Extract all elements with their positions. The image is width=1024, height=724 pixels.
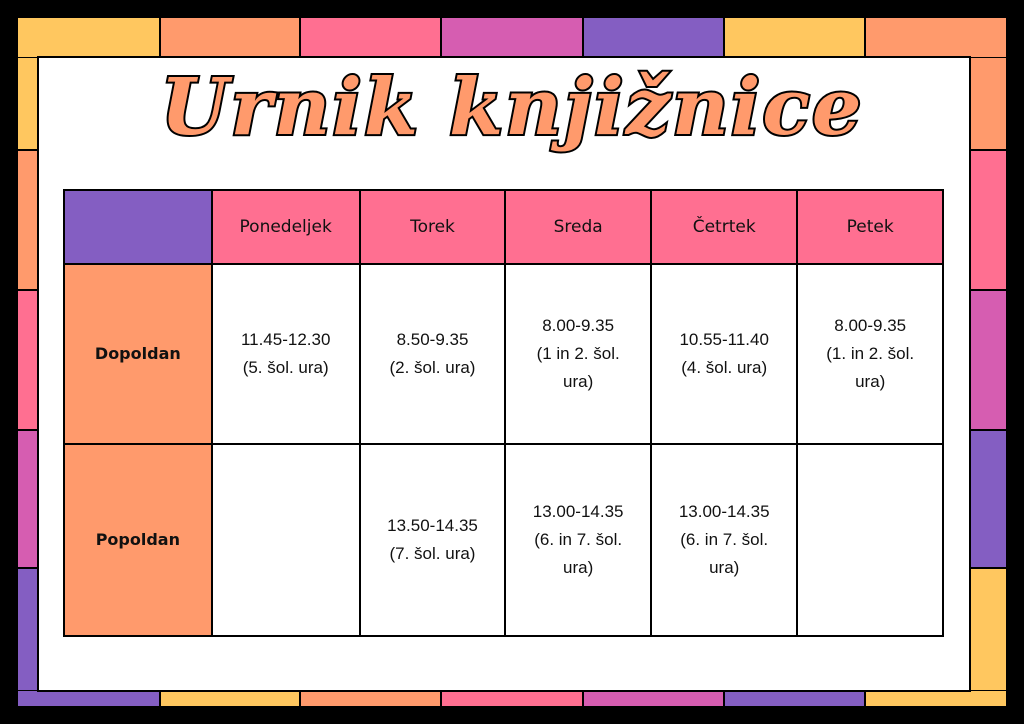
border-tile bbox=[17, 17, 160, 58]
cell-line: ura) bbox=[709, 558, 740, 577]
cell-line: (1. in 2. šol. bbox=[826, 344, 915, 363]
cell-line: (2. šol. ura) bbox=[389, 358, 476, 377]
cell-line: 8.00-9.35 bbox=[542, 316, 615, 335]
border-tile bbox=[17, 290, 39, 430]
cell-line: 10.55-11.40 bbox=[679, 330, 769, 349]
table-row: Popoldan 13.50-14.35 (7. šol. ura) 13.00-14… bbox=[63, 443, 944, 637]
border-tile bbox=[724, 690, 865, 707]
border-tile bbox=[969, 150, 1007, 290]
row-header: Dopoldan bbox=[63, 263, 213, 445]
border-tile bbox=[583, 17, 724, 58]
schedule-cell bbox=[210, 443, 361, 637]
border-tile bbox=[17, 150, 39, 290]
schedule-cell: 13.00-14.35 (6. in 7. šol. ura) bbox=[649, 443, 799, 637]
border-tile bbox=[17, 568, 39, 707]
schedule-cell: 10.55-11.40 (4. šol. ura) bbox=[649, 263, 799, 445]
cell-line: (5. šol. ura) bbox=[242, 358, 329, 377]
cell-line: (6. in 7. šol. bbox=[534, 530, 623, 549]
day-header: Četrtek bbox=[649, 189, 799, 265]
cell-line: 13.50-14.35 bbox=[387, 516, 478, 535]
border-tile bbox=[969, 568, 1007, 707]
schedule-cell: 13.50-14.35 (7. šol. ura) bbox=[358, 443, 507, 637]
schedule-cell: 8.00-9.35 (1 in 2. šol. ura) bbox=[504, 263, 652, 445]
border-tile bbox=[17, 690, 160, 707]
border-tile bbox=[300, 17, 441, 58]
cell-line: (4. šol. ura) bbox=[681, 358, 768, 377]
border-tile bbox=[160, 17, 300, 58]
table-row: Dopoldan 11.45-12.30 (5. šol. ura) 8.50-9.3… bbox=[63, 263, 944, 445]
cell-line: ura) bbox=[855, 372, 886, 391]
cell-line: (7. šol. ura) bbox=[389, 544, 476, 563]
cell-line: 8.50-9.35 bbox=[396, 330, 469, 349]
border-tile bbox=[583, 690, 724, 707]
cell-line: (6. in 7. šol. bbox=[680, 530, 769, 549]
schedule-cell: 8.50-9.35 (2. šol. ura) bbox=[358, 263, 507, 445]
border-tile bbox=[17, 430, 39, 568]
day-header: Torek bbox=[358, 189, 507, 265]
border-tile bbox=[160, 690, 300, 707]
schedule-cell: 11.45-12.30 (5. šol. ura) bbox=[210, 263, 361, 445]
border-tile bbox=[724, 17, 865, 58]
cell-line: 13.00-14.35 bbox=[678, 502, 770, 521]
border-tile bbox=[865, 17, 1007, 58]
schedule-cell bbox=[796, 443, 944, 637]
cell-line: 11.45-12.30 bbox=[240, 330, 331, 349]
schedule-table: Ponedeljek Torek Sreda Četrtek Petek Dop… bbox=[63, 189, 944, 637]
corner-cell bbox=[63, 189, 213, 265]
schedule-cell: 8.00-9.35 (1. in 2. šol. ura) bbox=[796, 263, 944, 445]
day-header: Ponedeljek bbox=[210, 189, 361, 265]
cell-line: ura) bbox=[563, 372, 594, 391]
row-header: Popoldan bbox=[63, 443, 213, 637]
cell-line: 8.00-9.35 bbox=[834, 316, 907, 335]
day-header: Petek bbox=[796, 189, 944, 265]
border-tile bbox=[441, 17, 583, 58]
border-tile bbox=[441, 690, 583, 707]
border-tile bbox=[865, 690, 1007, 707]
poster-title: Urnik knjižnice bbox=[158, 60, 864, 155]
border-tile bbox=[300, 690, 441, 707]
cell-line: 13.00-14.35 bbox=[532, 502, 624, 521]
cell-line: ura) bbox=[563, 558, 594, 577]
cell-line: (1 in 2. šol. bbox=[536, 344, 620, 363]
schedule-cell: 13.00-14.35 (6. in 7. šol. ura) bbox=[504, 443, 652, 637]
border-tile bbox=[969, 290, 1007, 430]
day-header: Sreda bbox=[504, 189, 652, 265]
border-tile bbox=[969, 430, 1007, 568]
